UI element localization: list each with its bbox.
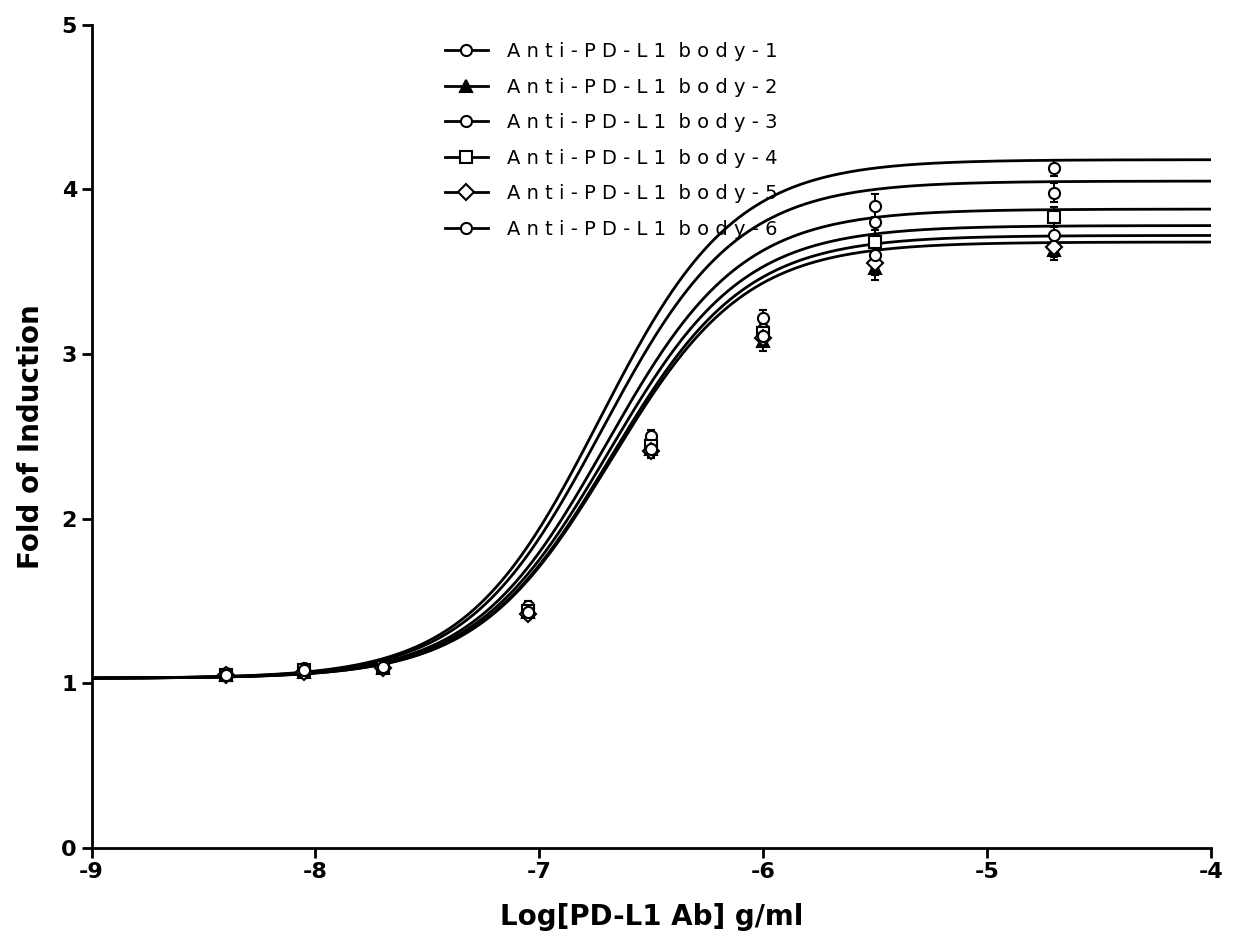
Y-axis label: Fold of Induction: Fold of Induction [16,304,45,569]
Legend: A n t i - P D - L 1  b o d y - 1, A n t i - P D - L 1  b o d y - 2, A n t i - P : A n t i - P D - L 1 b o d y - 1, A n t i… [436,34,785,246]
X-axis label: Log[PD-L1 Ab] g/ml: Log[PD-L1 Ab] g/ml [500,903,804,931]
